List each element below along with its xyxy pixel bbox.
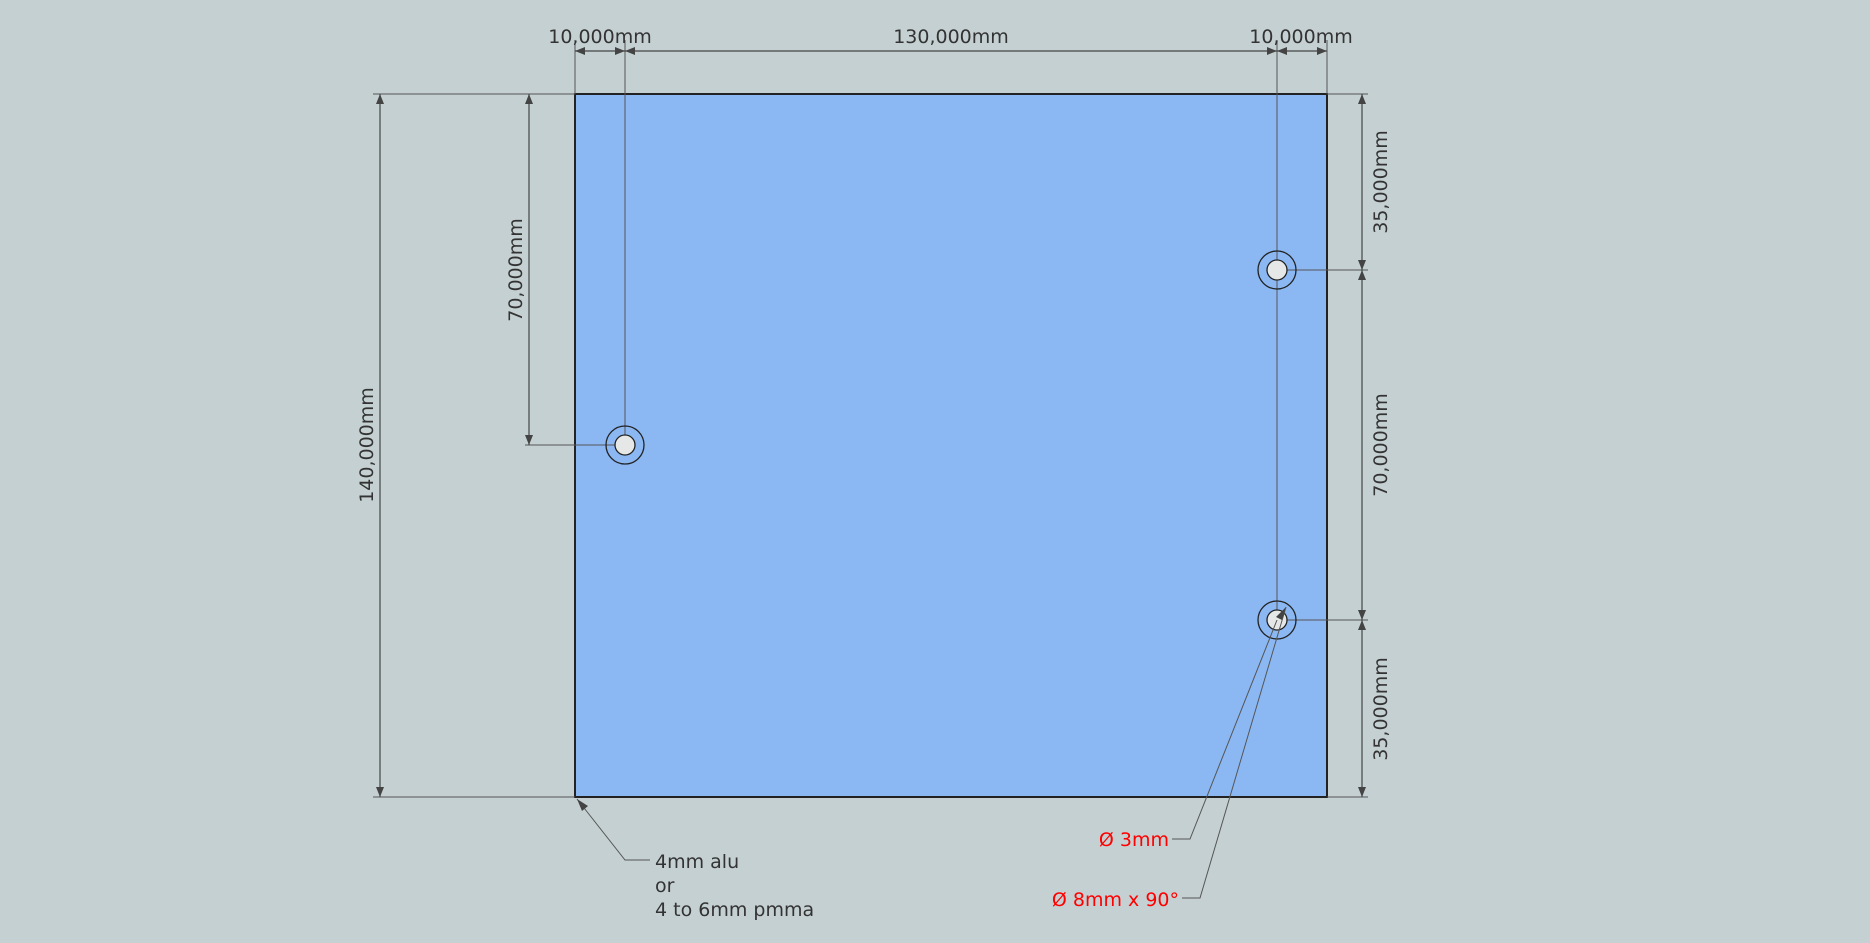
leader-countersink (1182, 606, 1287, 899)
hole-diameter-callout: Ø 3mm (1099, 829, 1169, 851)
dimension-text-left-outer: 140,000mm (356, 387, 378, 503)
leader-countersink-arrow (1276, 607, 1286, 620)
hole-right-top (1257, 250, 1297, 290)
leader-material (576, 798, 650, 861)
hole-left (605, 425, 645, 465)
countersink-callout: Ø 8mm x 90° (1052, 889, 1179, 911)
dimension-text-right-bottom: 35,000mm (1370, 657, 1392, 761)
leader-hole-diameter (1172, 619, 1278, 840)
material-note-line2: or (655, 875, 675, 897)
dimension-text-top-left: 10,000mm (548, 26, 652, 48)
dimension-text-right-middle: 70,000mm (1370, 393, 1392, 497)
dimension-text-top-middle: 130,000mm (893, 26, 1009, 48)
material-note-line3: 4 to 6mm pmma (655, 899, 814, 921)
dimension-text-right-top: 35,000mm (1370, 130, 1392, 234)
leader-material-arrow (577, 799, 588, 811)
plate (574, 93, 1328, 798)
dimension-text-top-right: 10,000mm (1249, 26, 1353, 48)
material-note-line1: 4mm alu (655, 851, 739, 873)
dimension-text-left-inner: 70,000mm (505, 218, 527, 322)
